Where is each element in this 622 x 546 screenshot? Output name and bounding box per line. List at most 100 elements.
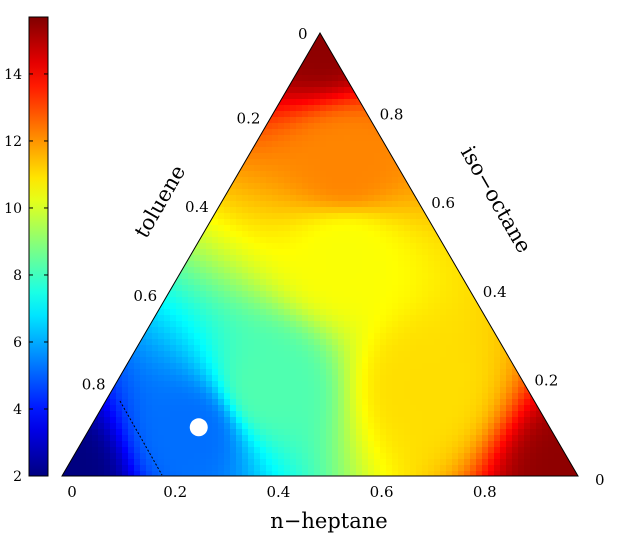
heat-cell: [344, 267, 351, 274]
heat-cell: [302, 327, 309, 334]
heat-cell: [374, 243, 381, 250]
heat-cell: [200, 453, 207, 460]
heat-cell: [254, 279, 261, 286]
heat-cell: [302, 231, 309, 238]
heat-cell: [302, 411, 309, 418]
heat-cell: [290, 45, 297, 52]
heat-cell: [356, 393, 363, 400]
heat-cell: [260, 417, 267, 424]
heat-cell: [314, 399, 321, 406]
heat-cell: [368, 237, 375, 244]
heat-cell: [296, 81, 303, 88]
heat-cell: [230, 303, 237, 310]
heat-cell: [350, 351, 357, 358]
heat-cell: [398, 159, 405, 166]
heat-cell: [434, 243, 441, 250]
heat-cell: [452, 231, 459, 238]
heat-cell: [380, 393, 387, 400]
heat-cell: [116, 357, 123, 364]
heat-field: [62, 33, 578, 476]
heat-cell: [68, 423, 75, 430]
heat-cell: [374, 435, 381, 442]
heat-cell: [470, 435, 477, 442]
heat-cell: [338, 141, 345, 148]
heat-cell: [320, 267, 327, 274]
heat-cell: [314, 93, 321, 100]
heat-cell: [254, 363, 261, 370]
heat-cell: [404, 381, 411, 388]
heat-cell: [542, 423, 549, 430]
heat-cell: [194, 339, 201, 346]
heat-cell: [416, 369, 423, 376]
heat-cell: [464, 285, 471, 292]
heat-cell: [344, 189, 351, 196]
heat-cell: [278, 111, 285, 118]
heat-cell: [500, 423, 507, 430]
heat-cell: [320, 81, 327, 88]
heat-cell: [92, 399, 99, 406]
heat-cell: [416, 357, 423, 364]
heat-cell: [326, 93, 333, 100]
heat-cell: [200, 441, 207, 448]
heat-cell: [446, 387, 453, 394]
heat-cell: [422, 231, 429, 238]
heat-cell: [458, 375, 465, 382]
heat-cell: [404, 447, 411, 454]
heat-cell: [212, 369, 219, 376]
heat-cell: [452, 447, 459, 454]
heat-cell: [248, 195, 255, 202]
heat-cell: [338, 117, 345, 124]
heat-cell: [290, 213, 297, 220]
heat-cell: [314, 165, 321, 172]
heat-cell: [302, 165, 309, 172]
heat-cell: [134, 375, 141, 382]
heat-cell: [332, 363, 339, 370]
heat-cell: [266, 93, 273, 100]
heat-cell: [422, 363, 429, 370]
heat-cell: [176, 369, 183, 376]
heat-cell: [236, 435, 243, 442]
heat-cell: [410, 237, 417, 244]
heat-cell: [236, 297, 243, 304]
heat-cell: [230, 189, 237, 196]
heat-cell: [410, 225, 417, 232]
heat-cell: [236, 363, 243, 370]
heat-cell: [230, 363, 237, 370]
heat-cell: [164, 267, 171, 274]
heat-cell: [440, 423, 447, 430]
heat-cell: [248, 201, 255, 208]
heat-cell: [410, 213, 417, 220]
heat-cell: [182, 327, 189, 334]
heat-cell: [410, 207, 417, 214]
heat-cell: [488, 453, 495, 460]
heat-cell: [260, 357, 267, 364]
heat-cell: [146, 375, 153, 382]
heat-cell: [368, 135, 375, 142]
heat-cell: [302, 189, 309, 196]
heat-cell: [164, 441, 171, 448]
heat-cell: [368, 471, 375, 476]
heat-cell: [284, 249, 291, 256]
heat-cell: [458, 243, 465, 250]
heat-cell: [206, 345, 213, 352]
heat-cell: [296, 129, 303, 136]
heat-cell: [332, 387, 339, 394]
heat-cell: [314, 249, 321, 256]
heat-cell: [266, 429, 273, 436]
heat-cell: [290, 111, 297, 118]
heat-cell: [422, 381, 429, 388]
heat-cell: [440, 435, 447, 442]
heat-cell: [158, 423, 165, 430]
heat-cell: [290, 333, 297, 340]
heat-cell: [332, 441, 339, 448]
heat-cell: [350, 273, 357, 280]
heat-cell: [308, 141, 315, 148]
heat-cell: [518, 447, 525, 454]
heat-cell: [512, 375, 519, 382]
heat-cell: [524, 363, 531, 370]
heat-cell: [416, 237, 423, 244]
heat-cell: [284, 207, 291, 214]
heat-cell: [374, 333, 381, 340]
heat-cell: [416, 225, 423, 232]
heat-cell: [224, 339, 231, 346]
